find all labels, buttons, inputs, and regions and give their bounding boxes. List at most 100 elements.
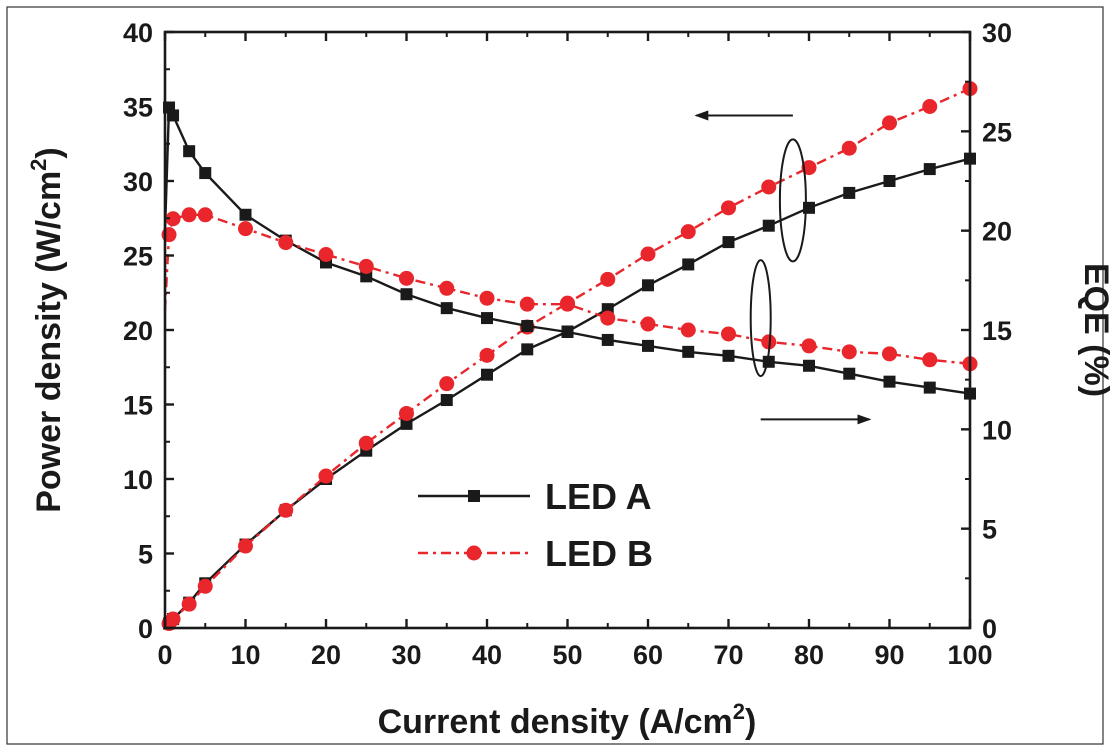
data-point — [440, 302, 453, 315]
axes: 0 10 20 30 40 50 60 70 80 90 100051015202530354005… — [123, 18, 1012, 670]
legend-entry: LED B — [418, 533, 653, 574]
data-point — [640, 246, 656, 262]
data-point — [165, 611, 181, 627]
y-axis-right-title: EQE (%) — [1077, 263, 1112, 397]
data-point — [358, 435, 374, 451]
data-point — [762, 219, 775, 232]
data-point — [400, 417, 413, 430]
data-point — [238, 538, 253, 554]
data-point — [560, 296, 575, 312]
data-point — [680, 224, 696, 240]
data-point — [197, 578, 213, 594]
data-point — [439, 280, 455, 296]
y-right-tick-label: 0 — [982, 614, 997, 644]
data-point — [640, 316, 656, 332]
data-point — [318, 468, 334, 484]
data-point — [761, 334, 777, 350]
data-point — [521, 343, 534, 356]
annotation-layer — [694, 110, 872, 425]
data-point — [440, 394, 453, 407]
data-point — [238, 221, 253, 237]
data-point — [841, 344, 857, 360]
data-point — [841, 140, 857, 156]
y-right-tick-label: 15 — [982, 316, 1012, 346]
y-left-tick-label: 0 — [138, 614, 153, 644]
data-point — [400, 288, 413, 301]
data-point — [922, 352, 938, 368]
data-point — [923, 163, 936, 176]
data-point — [722, 236, 735, 249]
x-tick-label: 50 — [552, 640, 582, 670]
y-right-tick-label: 10 — [982, 415, 1012, 445]
data-point — [680, 322, 696, 338]
y-left-tick-label: 25 — [123, 242, 153, 272]
data-point — [278, 235, 294, 251]
data-point — [883, 375, 896, 388]
data-point — [882, 346, 897, 362]
data-point — [318, 247, 334, 263]
x-tick-label: 10 — [230, 640, 260, 670]
x-axis-title: Current density (A/cm2) — [378, 699, 757, 741]
data-point — [600, 271, 616, 287]
data-point — [923, 381, 936, 394]
data-point — [479, 290, 495, 306]
data-point — [165, 211, 181, 227]
data-point — [521, 320, 534, 333]
y-right-tick-label: 25 — [982, 117, 1012, 147]
x-tick-label: 0 — [157, 640, 172, 670]
data-point — [197, 207, 213, 223]
data-point — [843, 367, 856, 380]
legend-marker — [466, 545, 482, 561]
y-left-tick-label: 30 — [123, 167, 153, 197]
y-right-tick-label: 30 — [982, 18, 1012, 48]
x-tick-label: 70 — [713, 640, 743, 670]
y-left-tick-label: 40 — [123, 18, 153, 48]
data-point — [682, 258, 695, 271]
legend-label: LED B — [545, 533, 653, 574]
data-point — [181, 207, 197, 223]
data-point — [922, 99, 938, 114]
data-point — [682, 345, 695, 358]
data-point — [167, 109, 180, 122]
data-point — [642, 279, 654, 292]
data-point — [843, 186, 856, 199]
data-point — [399, 405, 414, 421]
data-point — [481, 368, 493, 381]
x-tick-label: 20 — [311, 640, 341, 670]
x-tick-label: 100 — [947, 640, 992, 670]
data-point — [481, 312, 493, 325]
data-point — [801, 338, 817, 354]
data-point — [761, 179, 777, 195]
data-point — [721, 326, 736, 342]
data-point — [722, 349, 735, 362]
data-point — [278, 502, 294, 518]
data-point — [642, 339, 654, 352]
legend-label: LED A — [545, 476, 652, 517]
data-point — [360, 270, 373, 283]
series-led-b-power — [161, 81, 978, 632]
y-right-tick-label: 5 — [982, 515, 997, 545]
y-left-tick-label: 20 — [123, 316, 153, 346]
data-point — [358, 258, 374, 274]
data-point — [519, 296, 535, 312]
data-point — [561, 325, 574, 338]
power-group-ellipse — [778, 138, 807, 263]
data-point — [600, 310, 616, 326]
y-left-tick-label: 5 — [138, 540, 153, 570]
data-point — [439, 376, 455, 392]
data-point — [803, 359, 815, 372]
eqe-group-ellipse — [749, 259, 772, 378]
x-tick-label: 80 — [794, 640, 824, 670]
y-left-tick-label: 15 — [123, 391, 153, 421]
data-point — [479, 347, 495, 363]
x-tick-label: 60 — [633, 640, 663, 670]
data-point — [601, 333, 614, 346]
y-axis-left-title: Power density (W/cm2) — [26, 147, 68, 513]
legend-entry: LED A — [418, 476, 652, 517]
data-point — [181, 596, 197, 612]
x-tick-label: 40 — [472, 640, 502, 670]
x-tick-label: 90 — [874, 640, 904, 670]
legend-marker — [468, 490, 480, 502]
data-point — [883, 175, 896, 187]
